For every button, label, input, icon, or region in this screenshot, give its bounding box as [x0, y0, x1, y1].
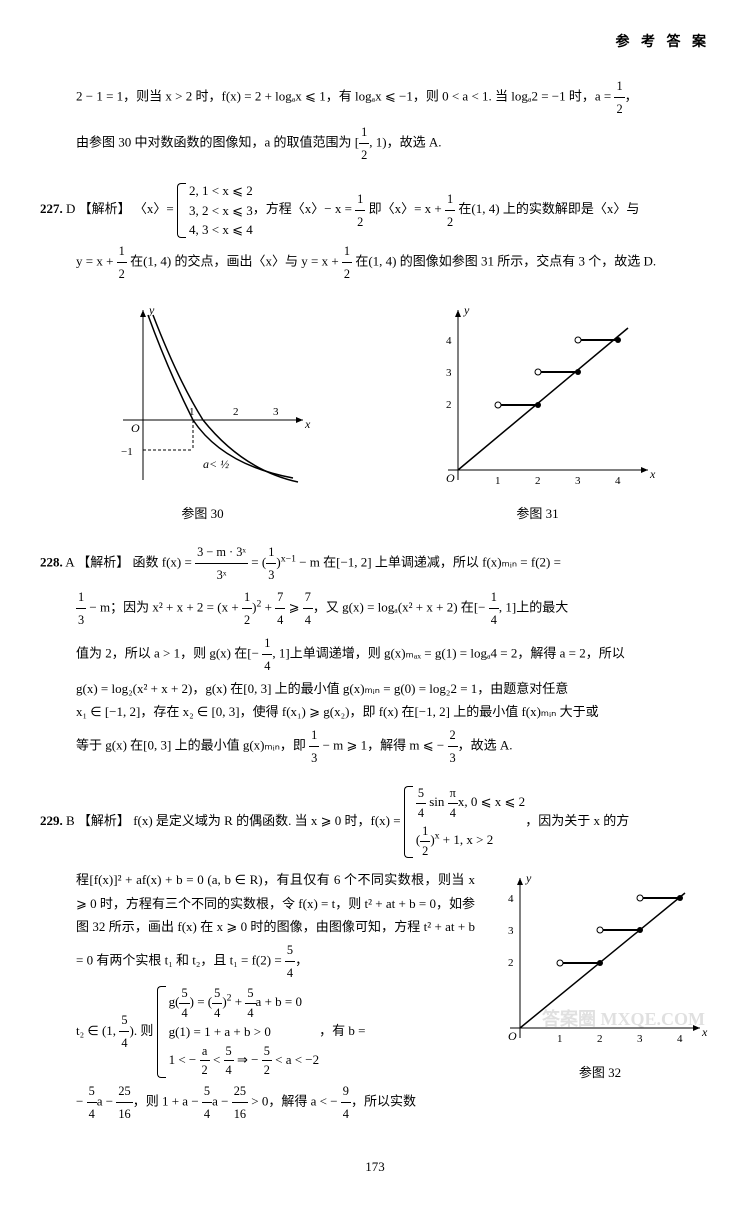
- svg-text:3: 3: [637, 1033, 643, 1045]
- problem-227: 227. D 【解析】 〈x〉= 2, 1 < x ⩽ 2 3, 2 < x ⩽…: [40, 181, 710, 285]
- text: 在(1, 4) 上的实数解即是〈x〉与: [455, 201, 639, 216]
- svg-text:x: x: [649, 467, 656, 481]
- svg-text:3: 3: [446, 367, 452, 379]
- svg-text:a< ½: a< ½: [203, 457, 229, 471]
- svg-text:4: 4: [508, 893, 514, 905]
- svg-text:2: 2: [233, 406, 239, 418]
- svg-text:y: y: [525, 871, 532, 885]
- svg-text:4: 4: [446, 335, 452, 347]
- text: ，方程〈x〉− x =: [253, 201, 355, 216]
- svg-text:2: 2: [597, 1033, 603, 1045]
- q-number: 227.: [40, 201, 63, 216]
- svg-text:O: O: [446, 471, 455, 485]
- fig-32-caption: 参图 32: [490, 1061, 710, 1084]
- frac-half: 12: [359, 121, 369, 166]
- text: 在(1, 4) 的交点，画出〈x〉与 y = x +: [127, 253, 342, 268]
- svg-text:3: 3: [508, 925, 514, 937]
- graph-31: O x y 1 2 3 4 2 3 4: [418, 300, 658, 490]
- svg-text:2: 2: [508, 957, 514, 969]
- text: 〈x〉=: [134, 201, 177, 216]
- q-number: 229.: [40, 813, 63, 828]
- svg-text:1: 1: [495, 475, 501, 487]
- figure-31: O x y 1 2 3 4 2 3 4 参图 31: [418, 300, 658, 526]
- graph-30: O x y 1 2 3 −1 a< ½: [93, 300, 313, 490]
- q-number: 228.: [40, 554, 63, 569]
- tag: 【解析】: [78, 813, 130, 828]
- fig-30-caption: 参图 30: [93, 502, 313, 525]
- figures-row-1: O x y 1 2 3 −1 a< ½ 参图 30 O x y: [40, 300, 710, 526]
- svg-text:y: y: [463, 303, 470, 317]
- svg-text:4: 4: [677, 1033, 683, 1045]
- problem-229-body: 程[f(x)]² + af(x) + b = 0 (a, b ∈ R)，有且仅有…: [76, 868, 475, 1125]
- figure-32: O x y 1 2 3 4 2 3 4 参图 32: [490, 868, 710, 1084]
- answer: A: [65, 554, 74, 569]
- figure-30: O x y 1 2 3 −1 a< ½ 参图 30: [93, 300, 313, 526]
- text: 在(1, 4) 的图像如参图 31 所示，交点有 3 个，故选 D.: [352, 253, 656, 268]
- fig-31-caption: 参图 31: [418, 502, 658, 525]
- svg-text:3: 3: [273, 406, 279, 418]
- frac-half: 12: [614, 75, 624, 120]
- svg-text:2: 2: [535, 475, 541, 487]
- piecewise-229b: g(54) = (54)2 + 54a + b = 0 g(1) = 1 + a…: [157, 984, 320, 1080]
- watermark: 答案圈 MXQE.COM: [542, 1003, 705, 1035]
- page-header: 参 考 答 案: [40, 30, 710, 55]
- text: ，: [625, 89, 638, 104]
- svg-text:1: 1: [557, 1033, 563, 1045]
- svg-text:1: 1: [189, 406, 195, 418]
- problem-229: 229. B 【解析】 f(x) 是定义域为 R 的偶函数. 当 x ⩾ 0 时…: [40, 784, 710, 1125]
- svg-text:y: y: [148, 303, 155, 317]
- piecewise-229: 54 sin π4x, 0 ⩽ x ⩽ 2 (12)x + 1, x > 2: [404, 784, 525, 860]
- answer: D: [66, 201, 75, 216]
- page-number: 173: [40, 1155, 710, 1178]
- text: 由参图 30 中对数函数的图像知，a 的取值范围为: [76, 134, 352, 149]
- tag: 【解析】: [79, 201, 131, 216]
- svg-text:4: 4: [615, 475, 621, 487]
- svg-text:2: 2: [446, 399, 452, 411]
- text: 2 − 1 = 1，则当 x > 2 时，f(x) = 2 + logₐx ⩽ …: [76, 89, 614, 104]
- problem-226-cont: 2 − 1 = 1，则当 x > 2 时，f(x) = 2 + logₐx ⩽ …: [40, 75, 710, 166]
- text: 函数 f(x) =: [132, 554, 195, 569]
- svg-text:3: 3: [575, 475, 581, 487]
- problem-228: 228. A 【解析】 函数 f(x) = 3 − m · 3ˣ3ˣ = (13…: [40, 541, 710, 770]
- tag: 【解析】: [77, 554, 129, 569]
- text: 即〈x〉= x +: [365, 201, 445, 216]
- text: ，故选 A.: [387, 134, 442, 149]
- piecewise-227: 2, 1 < x ⩽ 2 3, 2 < x ⩽ 3 4, 3 < x ⩽ 4: [177, 181, 253, 240]
- svg-text:O: O: [131, 421, 140, 435]
- text: y = x +: [76, 253, 117, 268]
- svg-text:−1: −1: [121, 446, 133, 458]
- svg-text:O: O: [508, 1029, 517, 1043]
- answer: B: [66, 813, 75, 828]
- svg-text:x: x: [304, 417, 311, 431]
